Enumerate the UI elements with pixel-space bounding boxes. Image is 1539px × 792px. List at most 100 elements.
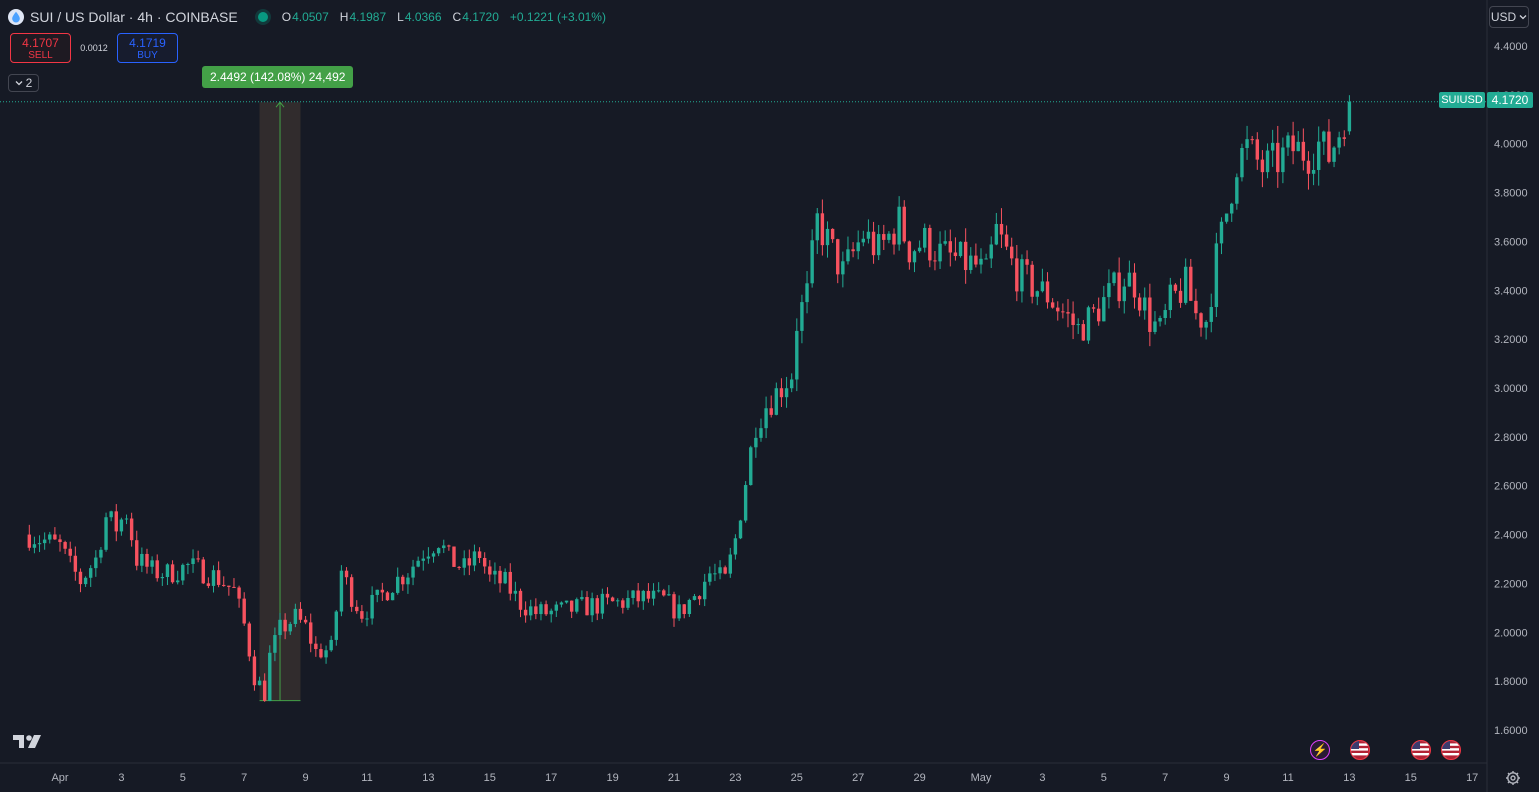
flash-event-icon[interactable]: ⚡ [1310,740,1330,760]
candle [237,585,241,608]
candle-body [994,223,999,245]
candle-body [513,590,518,594]
candle [662,588,666,597]
candle-body [1071,313,1075,326]
candle [452,546,456,567]
candle [902,200,906,244]
candle [1322,130,1326,155]
candle-body [145,553,149,567]
candle [390,592,395,601]
candle-body [825,228,830,246]
candle [242,592,246,626]
candle-body [523,609,528,616]
candle [472,544,477,572]
settings-button[interactable] [1503,768,1523,788]
candle-body [569,600,574,612]
time-tick-label: 9 [1224,772,1230,784]
time-tick-label: 7 [241,772,247,784]
candle [293,603,298,628]
candle-body [1230,203,1234,214]
candle-body [1286,135,1290,148]
candle [1342,130,1346,147]
price-axis[interactable]: 4.40004.20004.00003.80003.60003.40003.20… [1486,0,1528,792]
candle [656,582,661,593]
candle [672,591,676,627]
candle [1056,301,1060,321]
candle [651,583,656,606]
candle-body [963,241,968,271]
tradingview-logo-icon[interactable] [12,732,46,750]
price-tick-label: 2.8000 [1494,432,1528,444]
candle-body [252,656,257,686]
candle [1122,278,1126,314]
measure-label[interactable]: 2.4492 (142.08%) 24,492 [202,66,354,88]
candle-body [447,545,451,547]
candle-body [1025,259,1029,265]
candle [181,563,185,585]
candle-body [242,598,246,624]
candle [109,510,113,522]
candle-body [268,652,272,701]
sell-label: SELL [28,49,53,61]
candle [1189,258,1193,302]
candle-body [1010,246,1014,259]
candle [595,595,599,621]
candle [488,560,492,582]
candle-body [534,606,538,615]
candle-body [1148,297,1152,332]
candle-body [1045,281,1050,303]
candle-body [1317,141,1321,170]
us-flag-event-icon[interactable] [1411,740,1431,760]
candle [1286,132,1290,156]
candle-body [390,592,395,601]
time-tick-label: 3 [118,772,124,784]
us-flag-event-icon[interactable] [1350,740,1370,760]
candle [1107,269,1111,309]
candle [718,560,722,580]
market-status-dot[interactable] [257,12,268,22]
candle-body [1276,142,1280,173]
chart-legend: SUI / US Dollar · 4h · COINBASE O4.0507 … [8,6,606,28]
candle-body [1296,141,1300,152]
ohlc-open: O4.0507 [281,10,329,24]
measure-range[interactable] [259,101,301,702]
candle [789,373,794,393]
candle-body [836,239,840,275]
candle-body [319,649,323,658]
candle [58,534,62,552]
candle-body [1076,324,1080,326]
candle-body [211,570,216,586]
candle-body [861,238,866,243]
time-axis[interactable]: Apr 3 5 7 9 11 13 15 17 19 21 23 25 27 29 May 3 5 7 9 11 13 15… [0,762,1487,784]
us-flag-event-icon[interactable] [1441,740,1461,760]
candle [27,524,31,551]
candle [759,418,763,442]
candle [222,576,226,587]
candle [1301,128,1306,171]
candle-body [1112,272,1116,284]
candle-body [1183,266,1188,303]
time-tick-label: May [971,772,992,784]
candle [713,563,717,581]
candle [442,539,446,554]
candle-body [830,228,835,240]
candle-body [779,388,784,398]
candle-body [738,520,743,539]
candle [984,253,988,260]
candle [610,596,615,602]
candle-body [933,260,937,262]
currency-selector[interactable]: USD [1489,6,1529,28]
candle-body [948,241,952,253]
sell-button[interactable]: 4.1707 SELL [10,33,71,63]
symbol-title[interactable]: SUI / US Dollar · 4h · COINBASE [30,9,238,25]
candle [703,573,707,607]
candle-body [467,558,472,566]
sui-logo-icon[interactable] [8,9,24,25]
candle-body [641,590,645,602]
candle [498,565,502,593]
candle-body [109,511,113,518]
indicators-toggle-button[interactable]: 2 [8,74,39,92]
buy-button[interactable]: 4.1719 BUY [117,33,178,63]
time-tick-label: 17 [545,772,557,784]
